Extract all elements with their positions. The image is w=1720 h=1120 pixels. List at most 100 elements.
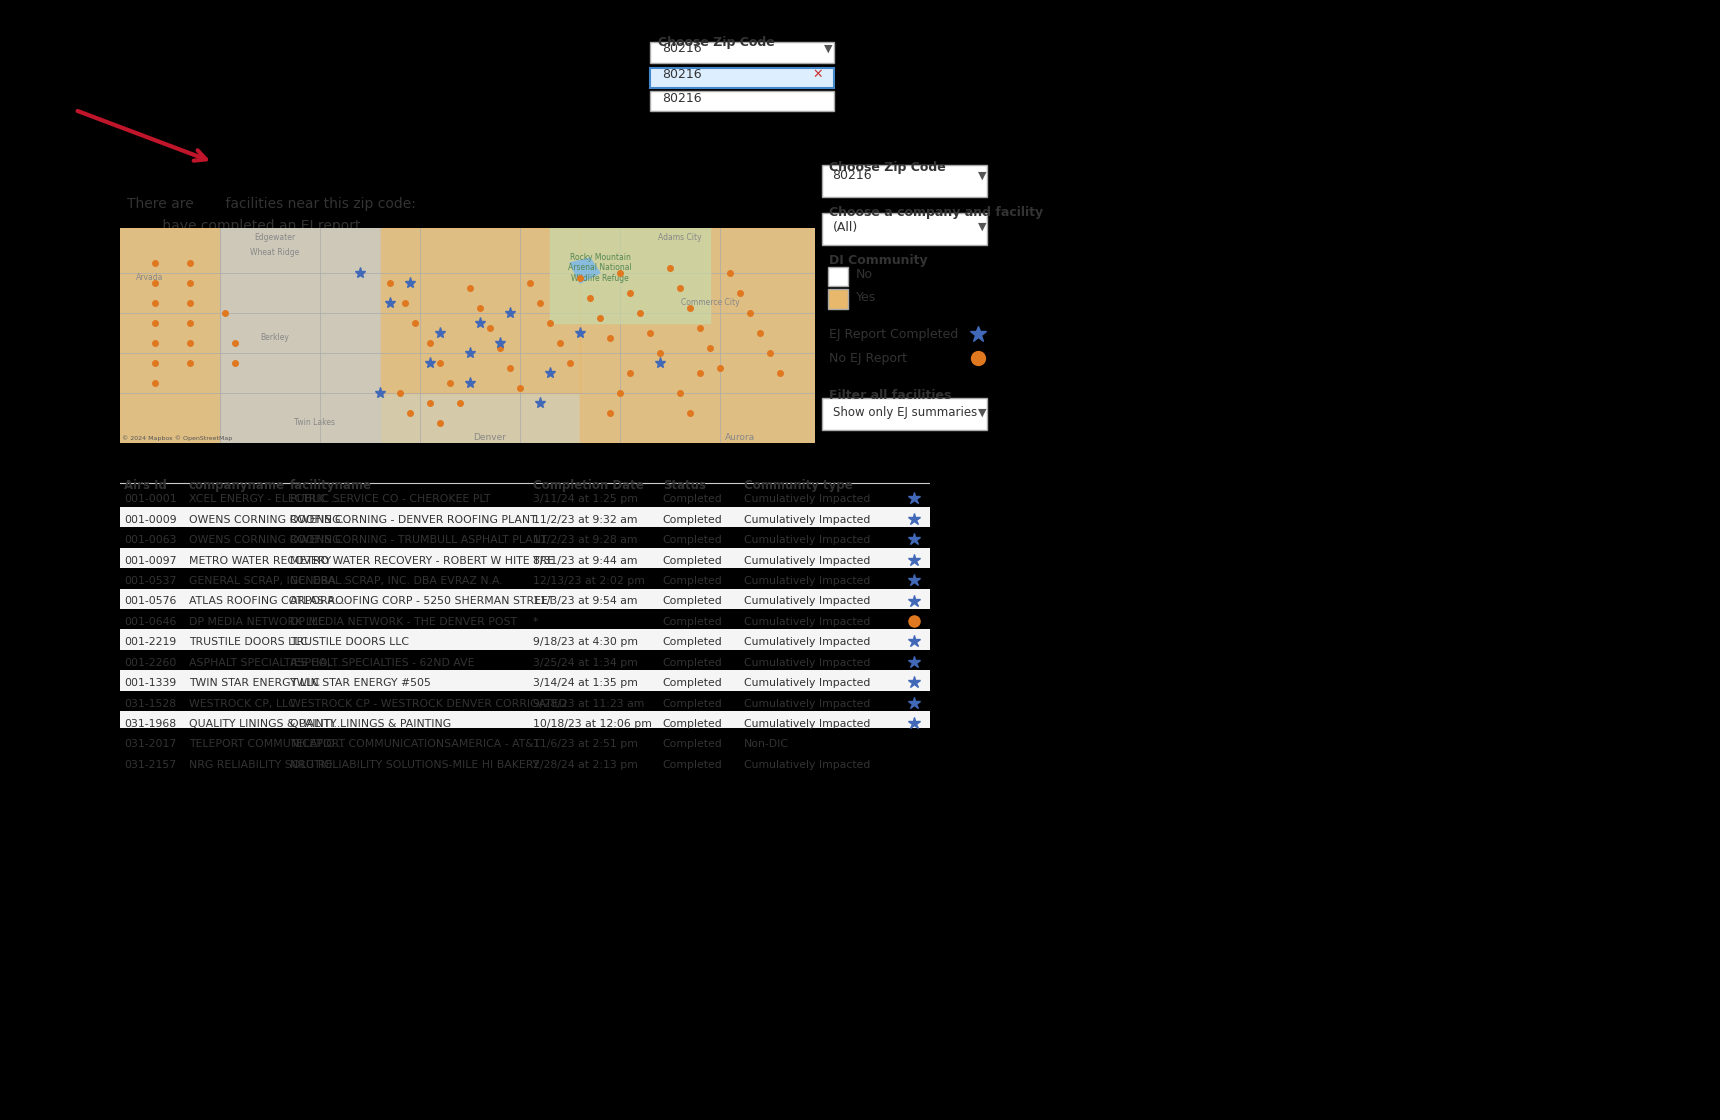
Text: 001-0009: 001-0009 [124, 515, 177, 524]
Text: Completed: Completed [662, 637, 722, 647]
Text: TELEPORT COMMUNICATIO...: TELEPORT COMMUNICATIO... [189, 739, 344, 749]
Text: 3/25/24 at 1:34 pm: 3/25/24 at 1:34 pm [533, 657, 638, 668]
Text: 3/14/24 at 1:35 pm: 3/14/24 at 1:35 pm [533, 678, 638, 688]
Text: TRUSTILE DOORS LLC.: TRUSTILE DOORS LLC. [189, 637, 311, 647]
Text: 001-0576: 001-0576 [124, 596, 177, 606]
Text: Select facilities with EJ reports: Select facilities with EJ reports [124, 452, 413, 470]
Text: Cumulatively Impacted: Cumulatively Impacted [743, 637, 870, 647]
Text: PUBLIC SERVICE CO - CHEROKEE PLT: PUBLIC SERVICE CO - CHEROKEE PLT [291, 494, 490, 504]
Text: TRUSTILE DOORS LLC: TRUSTILE DOORS LLC [291, 637, 409, 647]
FancyBboxPatch shape [822, 213, 987, 244]
Text: ✕: ✕ [812, 68, 822, 81]
Text: 80216: 80216 [492, 197, 540, 211]
Text: TWIN STAR ENERGY LLC: TWIN STAR ENERGY LLC [189, 678, 320, 688]
Text: 001-0063: 001-0063 [124, 535, 177, 545]
Text: Completed: Completed [662, 515, 722, 524]
Text: WESTROCK CP - WESTROCK DENVER CORRIGATED: WESTROCK CP - WESTROCK DENVER CORRIGATED [291, 699, 568, 709]
Text: Completed: Completed [662, 760, 722, 769]
Text: (All): (All) [832, 221, 858, 233]
Text: QUALITY LININGS & PAINTING: QUALITY LININGS & PAINTING [291, 719, 451, 729]
FancyBboxPatch shape [120, 548, 931, 568]
Text: Choose Zip Code: Choose Zip Code [659, 36, 774, 49]
Text: Non-DIC: Non-DIC [743, 739, 789, 749]
Text: 001-0646: 001-0646 [124, 617, 177, 627]
Text: DP MEDIA NETWORK - THE DENVER POST: DP MEDIA NETWORK - THE DENVER POST [291, 617, 518, 627]
Text: METRO WATER RECOVERY - ROBERT W HITE TRE: METRO WATER RECOVERY - ROBERT W HITE TRE [291, 556, 554, 566]
Text: Cumulatively Impacted: Cumulatively Impacted [743, 515, 870, 524]
Text: Cumulatively Impacted: Cumulatively Impacted [743, 535, 870, 545]
Text: Cumulatively Impacted: Cumulatively Impacted [743, 596, 870, 606]
Text: 2/28/24 at 2:13 pm: 2/28/24 at 2:13 pm [533, 760, 638, 769]
Text: QUALITY LININGS & PAINTI...: QUALITY LININGS & PAINTI... [189, 719, 344, 729]
Bar [550, 228, 710, 323]
Text: have completed an EJ report: have completed an EJ report [158, 220, 361, 233]
Text: *: * [533, 617, 538, 627]
Text: Cumulatively Impacted: Cumulatively Impacted [743, 657, 870, 668]
Text: 80216: 80216 [832, 169, 872, 183]
Text: Completed: Completed [662, 719, 722, 729]
Text: have not completed an EJ report: have not completed an EJ report [169, 240, 399, 254]
Text: facilities near this zip code:: facilities near this zip code: [220, 197, 420, 211]
Text: DI Community: DI Community [829, 254, 927, 268]
FancyBboxPatch shape [120, 589, 931, 609]
Text: Choose a company and facility: Choose a company and facility [829, 206, 1042, 220]
Text: Show only EJ summaries: Show only EJ summaries [832, 407, 977, 419]
Text: 001-2260: 001-2260 [124, 657, 177, 668]
Text: 8/31/23 at 9:44 am: 8/31/23 at 9:44 am [533, 556, 638, 566]
Text: 11/6/23 at 2:51 pm: 11/6/23 at 2:51 pm [533, 739, 638, 749]
Text: Completed: Completed [662, 657, 722, 668]
Text: Completed: Completed [662, 617, 722, 627]
Text: Adams City: Adams City [659, 233, 702, 242]
FancyBboxPatch shape [827, 289, 848, 309]
Text: Completed: Completed [662, 596, 722, 606]
Text: NRG RELIABILITY SOLUTIO...: NRG RELIABILITY SOLUTIO... [189, 760, 342, 769]
Text: Cumulatively Impacted: Cumulatively Impacted [743, 617, 870, 627]
Text: 12/13/23 at 2:02 pm: 12/13/23 at 2:02 pm [533, 576, 645, 586]
Text: Aurora: Aurora [724, 433, 755, 442]
Text: Choose Zip Code: Choose Zip Code [829, 161, 946, 175]
Text: ▼: ▼ [979, 222, 987, 232]
Text: ASPHALT SPECIALTIES CO, ...: ASPHALT SPECIALTIES CO, ... [189, 657, 344, 668]
Text: Completion Date: Completion Date [533, 479, 643, 492]
Text: companyname: companyname [189, 479, 286, 492]
FancyBboxPatch shape [120, 629, 931, 650]
FancyBboxPatch shape [827, 267, 848, 287]
Text: Community type: Community type [743, 479, 853, 492]
Text: 80216: 80216 [662, 43, 702, 56]
FancyBboxPatch shape [650, 67, 834, 88]
Text: Completed: Completed [662, 678, 722, 688]
FancyBboxPatch shape [120, 670, 931, 691]
Text: TWIN STAR ENERGY #505: TWIN STAR ENERGY #505 [291, 678, 432, 688]
Text: 3/11/24 at 1:25 pm: 3/11/24 at 1:25 pm [533, 494, 638, 504]
FancyBboxPatch shape [120, 753, 931, 773]
Text: Commerce City: Commerce City [681, 298, 740, 307]
Bar [380, 228, 580, 393]
Text: 001-2219: 001-2219 [124, 637, 177, 647]
Text: ▼: ▼ [979, 170, 987, 180]
Text: Completed: Completed [662, 494, 722, 504]
Text: Airs Id: Airs Id [124, 479, 167, 492]
Text: Cumulatively Impacted: Cumulatively Impacted [743, 556, 870, 566]
Bar [580, 228, 815, 444]
Text: 80216: 80216 [662, 68, 702, 81]
Text: TELEPORT COMMUNICATIONSAMERICA - AT&T: TELEPORT COMMUNICATIONSAMERICA - AT&T [291, 739, 540, 749]
Text: Edgewater: Edgewater [255, 233, 296, 242]
Text: OWENS CORNING - DENVER ROOFING PLANT: OWENS CORNING - DENVER ROOFING PLANT [291, 515, 537, 524]
Text: OWENS CORNING ROOFING...: OWENS CORNING ROOFING... [189, 515, 351, 524]
Bar [120, 228, 220, 444]
Text: Cumulatively Impacted: Cumulatively Impacted [743, 494, 870, 504]
Text: facilityname: facilityname [291, 479, 372, 492]
Text: Completed: Completed [662, 535, 722, 545]
Text: GENERAL SCRAP, INC. DBA EVRAZ N.A.: GENERAL SCRAP, INC. DBA EVRAZ N.A. [291, 576, 502, 586]
Text: ASPHALT SPECIALTIES - 62ND AVE: ASPHALT SPECIALTIES - 62ND AVE [291, 657, 475, 668]
Text: 10/18/23 at 12:06 pm: 10/18/23 at 12:06 pm [533, 719, 652, 729]
Text: Cumulatively Impacted: Cumulatively Impacted [743, 576, 870, 586]
Text: Completed: Completed [662, 556, 722, 566]
Text: No: No [857, 269, 874, 281]
FancyBboxPatch shape [650, 91, 834, 111]
Text: Berkley: Berkley [260, 333, 289, 342]
Text: EJ Report Completed: EJ Report Completed [829, 328, 958, 340]
FancyBboxPatch shape [120, 711, 931, 731]
Text: 11/2/23 at 9:28 am: 11/2/23 at 9:28 am [533, 535, 638, 545]
Text: 80216: 80216 [662, 92, 702, 105]
